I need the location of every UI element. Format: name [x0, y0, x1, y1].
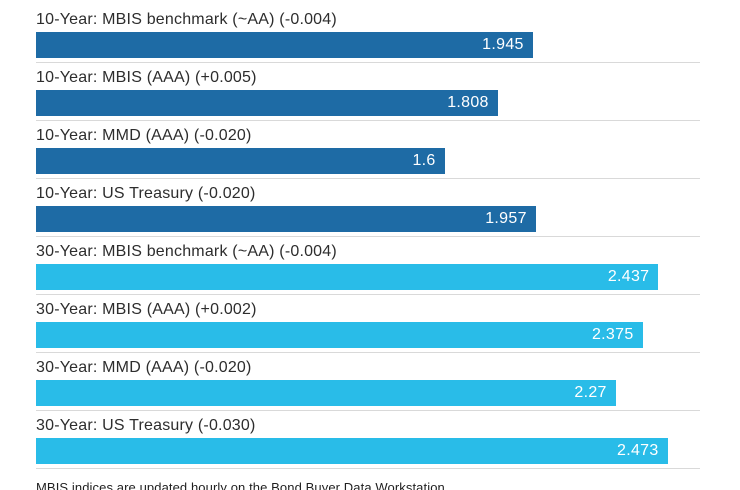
bar-baseline: 2.473: [36, 438, 700, 469]
bar: 2.473: [36, 438, 668, 464]
bar: 2.437: [36, 264, 659, 290]
bar-value-label: 1.6: [412, 152, 436, 169]
bar: 1.808: [36, 90, 498, 116]
bar-category-label: 10-Year: US Treasury (-0.020): [36, 185, 256, 202]
bar-row: 30-Year: MMD (AAA) (-0.020) 2.27: [36, 358, 700, 411]
bar-category-label: 10-Year: MBIS benchmark (~AA) (-0.004): [36, 11, 337, 28]
bar: 1.6: [36, 148, 445, 174]
bar: 2.27: [36, 380, 616, 406]
bar-value-label: 2.473: [617, 442, 659, 459]
bar-category-label: 30-Year: MBIS (AAA) (+0.002): [36, 301, 257, 318]
chart-footnote: MBIS indices are updated hourly on the B…: [36, 480, 445, 490]
bar-category-label: 30-Year: US Treasury (-0.030): [36, 417, 256, 434]
bar-value-label: 1.957: [485, 210, 527, 227]
bar-value-label: 2.437: [607, 268, 650, 285]
bar-baseline: 2.375: [36, 322, 700, 353]
bar-category-label: 30-Year: MMD (AAA) (-0.020): [36, 359, 252, 376]
bar-category-label: 10-Year: MMD (AAA) (-0.020): [36, 127, 252, 144]
bar-row: 10-Year: MBIS benchmark (~AA) (-0.004) 1.…: [36, 10, 700, 63]
bar: 1.957: [36, 206, 536, 232]
bar: 2.375: [36, 322, 643, 348]
bar-baseline: 2.27: [36, 380, 700, 411]
bar-row: 30-Year: US Treasury (-0.030) 2.473: [36, 416, 700, 469]
bar-row: 30-Year: MBIS benchmark (~AA) (-0.004) 2.…: [36, 242, 700, 295]
bar-value-label: 2.375: [591, 326, 634, 343]
bar-baseline: 1.957: [36, 206, 700, 237]
bar-category-label: 10-Year: MBIS (AAA) (+0.005): [36, 69, 257, 86]
bar-value-label: 1.808: [447, 94, 489, 111]
bar-baseline: 1.945: [36, 32, 700, 63]
bar-row: 10-Year: MBIS (AAA) (+0.005) 1.808: [36, 68, 700, 121]
bar-row: 10-Year: US Treasury (-0.020) 1.957: [36, 184, 700, 237]
bar-value-label: 2.27: [574, 384, 607, 401]
bar-chart: 10-Year: MBIS benchmark (~AA) (-0.004) 1.…: [36, 10, 700, 469]
bar-baseline: 1.6: [36, 148, 700, 179]
bar: 1.945: [36, 32, 533, 58]
bar-value-label: 1.945: [482, 36, 524, 53]
bar-row: 30-Year: MBIS (AAA) (+0.002) 2.375: [36, 300, 700, 353]
bar-baseline: 2.437: [36, 264, 700, 295]
bar-row: 10-Year: MMD (AAA) (-0.020) 1.6: [36, 126, 700, 179]
bar-category-label: 30-Year: MBIS benchmark (~AA) (-0.004): [36, 243, 337, 260]
bar-baseline: 1.808: [36, 90, 700, 121]
